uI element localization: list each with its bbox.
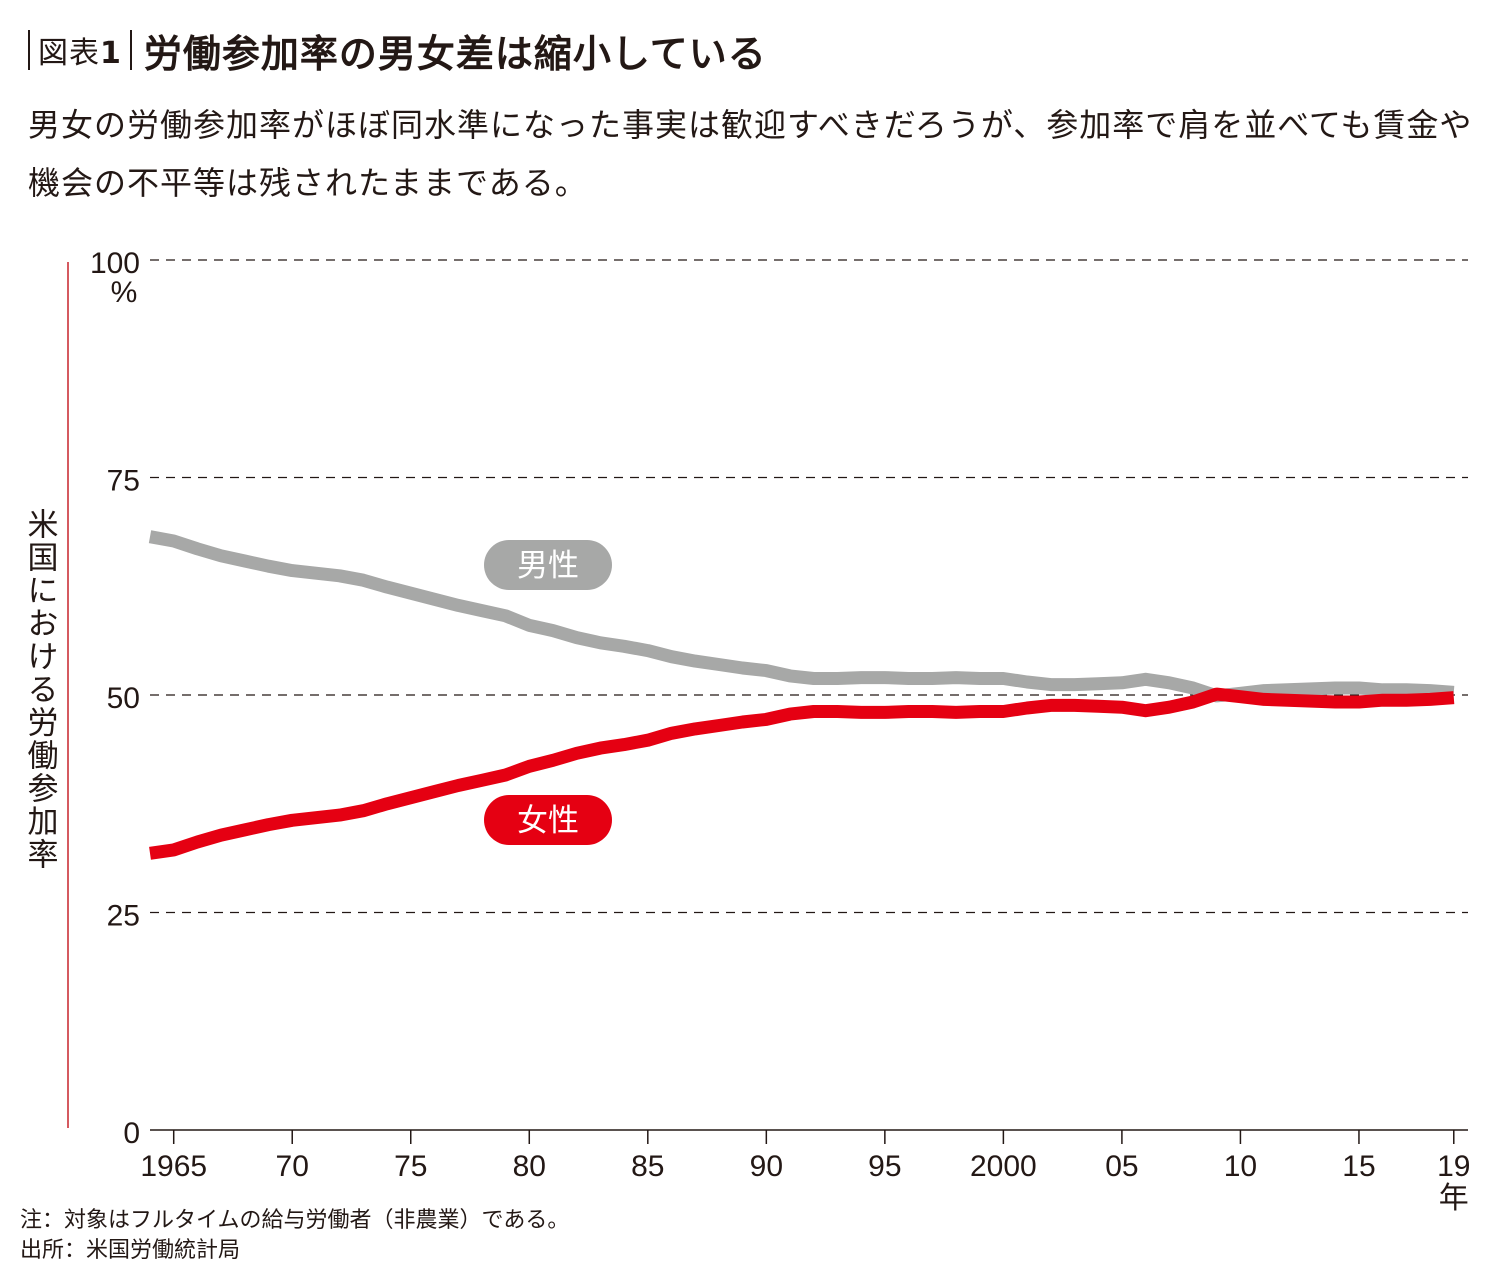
y-tick-label-50: 50: [107, 682, 140, 715]
series-label-1: 女性: [517, 803, 579, 838]
x-tick-label-2000: 2000: [970, 1150, 1037, 1183]
note-text: 注：対象はフルタイムの給与労働者（非農業）である。: [20, 1208, 570, 1233]
x-tick-label-05: 05: [1105, 1150, 1138, 1183]
x-tick-label-19: 19: [1437, 1150, 1470, 1183]
y-tick-label-100: 100: [90, 247, 140, 280]
figure-header: 図表1 労働参加率の男女差は縮小している: [28, 22, 767, 78]
x-tick-label-15: 15: [1342, 1150, 1375, 1183]
series-label-bg-0: [484, 540, 612, 590]
figure-title: 労働参加率の男女差は縮小している: [143, 31, 767, 76]
figure-label: 図表1: [30, 28, 130, 72]
grid-layer: [150, 259, 1468, 914]
series-label-bg-1: [484, 795, 612, 845]
figure-subtitle: 男女の労働参加率がほぼ同水準になった事実は歓迎すべきだろうが、参加率で肩を並べて…: [28, 106, 1473, 202]
y-tick-label-0: 0: [123, 1117, 140, 1150]
series-line-1: [149, 687, 1455, 860]
series-layer: [148, 530, 1455, 860]
series-label-0: 男性: [517, 548, 579, 583]
header-divider: [28, 30, 30, 70]
header-divider: [129, 30, 132, 70]
y-unit-label: %: [111, 276, 138, 309]
x-tick-label-90: 90: [750, 1150, 783, 1183]
x-unit-label: 年: [1439, 1182, 1469, 1215]
axis-layer: 0 25 50 75 100% 1965 70 75 80 85 90 95 2000 05 10 15 19年…: [23, 247, 1471, 1215]
figure-label-number: 1: [100, 36, 122, 71]
x-tick-label-85: 85: [631, 1150, 664, 1183]
x-tick-label-95: 95: [868, 1150, 901, 1183]
x-tick-label-10: 10: [1224, 1150, 1257, 1183]
y-tick-label-25: 25: [107, 900, 140, 933]
y-tick-label-75: 75: [107, 465, 140, 498]
source-text: 出所：米国労働統計局: [20, 1238, 241, 1263]
figure-notes: 注：対象はフルタイムの給与労働者（非農業）である。 出所：米国労働統計局: [20, 1206, 569, 1266]
x-tick-label-80: 80: [513, 1150, 546, 1183]
x-tick-label-1965: 1965: [140, 1150, 207, 1183]
x-tick-label-75: 75: [394, 1150, 427, 1183]
x-tick-label-70: 70: [276, 1150, 309, 1183]
y-axis-label: 米国における労働参加率: [23, 508, 59, 871]
series-line-0: [148, 530, 1455, 703]
figure-label-prefix: 図表: [38, 36, 100, 71]
